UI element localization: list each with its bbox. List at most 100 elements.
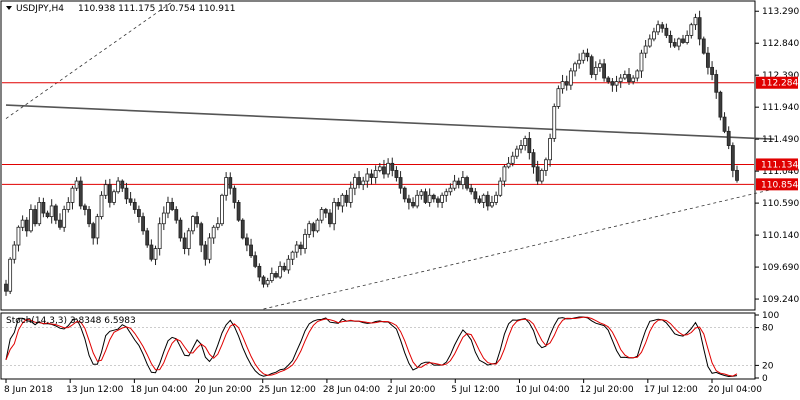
candle-body <box>506 162 511 168</box>
candle-body <box>452 180 457 189</box>
stochastic-tick-label: 80 <box>762 324 774 334</box>
candle-body <box>274 273 278 278</box>
candle-body <box>382 166 386 175</box>
candle-body <box>174 209 179 221</box>
time-tick-label: 18 Jun 04:00 <box>130 385 187 395</box>
candle-body <box>589 56 594 75</box>
candle-body <box>166 202 170 214</box>
candle-body <box>236 202 241 221</box>
candle-body <box>373 170 378 178</box>
candle-body <box>573 63 577 72</box>
trend-line <box>5 1 173 119</box>
candle-body <box>635 70 640 79</box>
candle-body <box>178 219 183 239</box>
candle-body <box>714 74 719 93</box>
price-tick-label: 112.390 <box>762 71 799 81</box>
candle-body <box>726 130 731 146</box>
candle-body <box>153 248 158 260</box>
chart-header: USDJPY,H4 110.938 111.175 110.754 110.91… <box>6 4 235 14</box>
candle-body <box>406 198 411 203</box>
candle-body <box>544 159 548 171</box>
candle-body <box>282 265 287 271</box>
candle-body <box>465 177 469 189</box>
candle-body <box>12 244 17 260</box>
candle-body <box>224 177 229 196</box>
candle-body <box>33 209 37 225</box>
candle-body <box>701 38 706 54</box>
candle-body <box>232 187 237 203</box>
candle-body <box>290 251 295 260</box>
candle-body <box>527 138 532 154</box>
time-tick-label: 12 Jul 20:00 <box>580 385 634 395</box>
candle-body <box>689 24 694 36</box>
time-tick-label: 8 Jun 2018 <box>4 385 53 395</box>
candle-body <box>161 212 166 225</box>
candle-body <box>510 155 515 164</box>
candle-body <box>319 209 324 221</box>
candle-body <box>402 187 407 200</box>
candle-body <box>390 162 395 171</box>
candle-body <box>548 138 552 161</box>
candle-body <box>170 202 175 210</box>
price-tick-label: 111.940 <box>762 103 799 113</box>
candle-body <box>249 244 253 257</box>
collapse-triangle-icon[interactable] <box>6 6 12 10</box>
candle-body <box>357 177 361 186</box>
candle-body <box>257 265 262 278</box>
candle-body <box>332 202 337 225</box>
candle-body <box>602 63 606 79</box>
candle-body <box>519 145 523 150</box>
candle-body <box>498 180 503 196</box>
candle-body <box>697 17 702 40</box>
candle-body <box>718 91 723 118</box>
price-tick-label: 110.140 <box>762 231 799 241</box>
candle-body <box>103 184 108 196</box>
candle-body <box>577 59 582 65</box>
candle-body <box>730 145 735 171</box>
candle-body <box>352 177 357 189</box>
candle-body <box>286 258 291 271</box>
candle-body <box>598 63 602 68</box>
price-tick-label: 110.590 <box>762 199 799 209</box>
candle-body <box>411 202 415 207</box>
price-axis: 113.290 112.840 112.390 111.940 111.490 111.0… <box>755 7 799 305</box>
candle-body <box>365 173 370 182</box>
candle-body <box>618 77 623 82</box>
candle-body <box>676 38 681 47</box>
candle-body <box>560 81 565 90</box>
price-tick-label: 112.840 <box>762 39 799 49</box>
level-tag-bg <box>756 178 798 191</box>
candle-body <box>394 170 399 178</box>
price-tick-label: 111.040 <box>762 167 799 177</box>
candle-body <box>627 74 631 82</box>
candle-body <box>606 77 611 82</box>
candle-body <box>348 187 353 203</box>
candle-body <box>440 194 445 203</box>
stochastic-axis: 100 80 20 0 <box>755 311 779 384</box>
candle-body <box>203 244 208 260</box>
time-tick-label: 2 Jul 20:00 <box>387 385 436 395</box>
candle-body <box>37 202 42 225</box>
candle-body <box>24 219 29 232</box>
candle-body <box>91 223 96 239</box>
stochastic-tick-label: 0 <box>762 374 768 384</box>
level-tag-label: 111.134 <box>761 160 798 170</box>
candle-body <box>477 198 482 203</box>
candle-body <box>568 70 573 86</box>
level-price-tags: 112.284 111.134 110.854 <box>756 76 798 191</box>
time-tick-label: 28 Jun 04:00 <box>323 385 380 395</box>
candle-body <box>539 170 544 182</box>
candle-body <box>361 180 366 186</box>
candle-body <box>631 77 636 82</box>
candle-body <box>647 38 652 47</box>
candle-body <box>58 219 62 228</box>
candle-body <box>693 17 698 26</box>
candle-body <box>20 219 25 228</box>
candle-body <box>328 212 332 225</box>
candle-body <box>610 81 615 86</box>
candle-body <box>95 216 100 239</box>
candle-body <box>552 106 557 139</box>
candle-body <box>149 244 154 260</box>
candle-body <box>436 198 440 203</box>
